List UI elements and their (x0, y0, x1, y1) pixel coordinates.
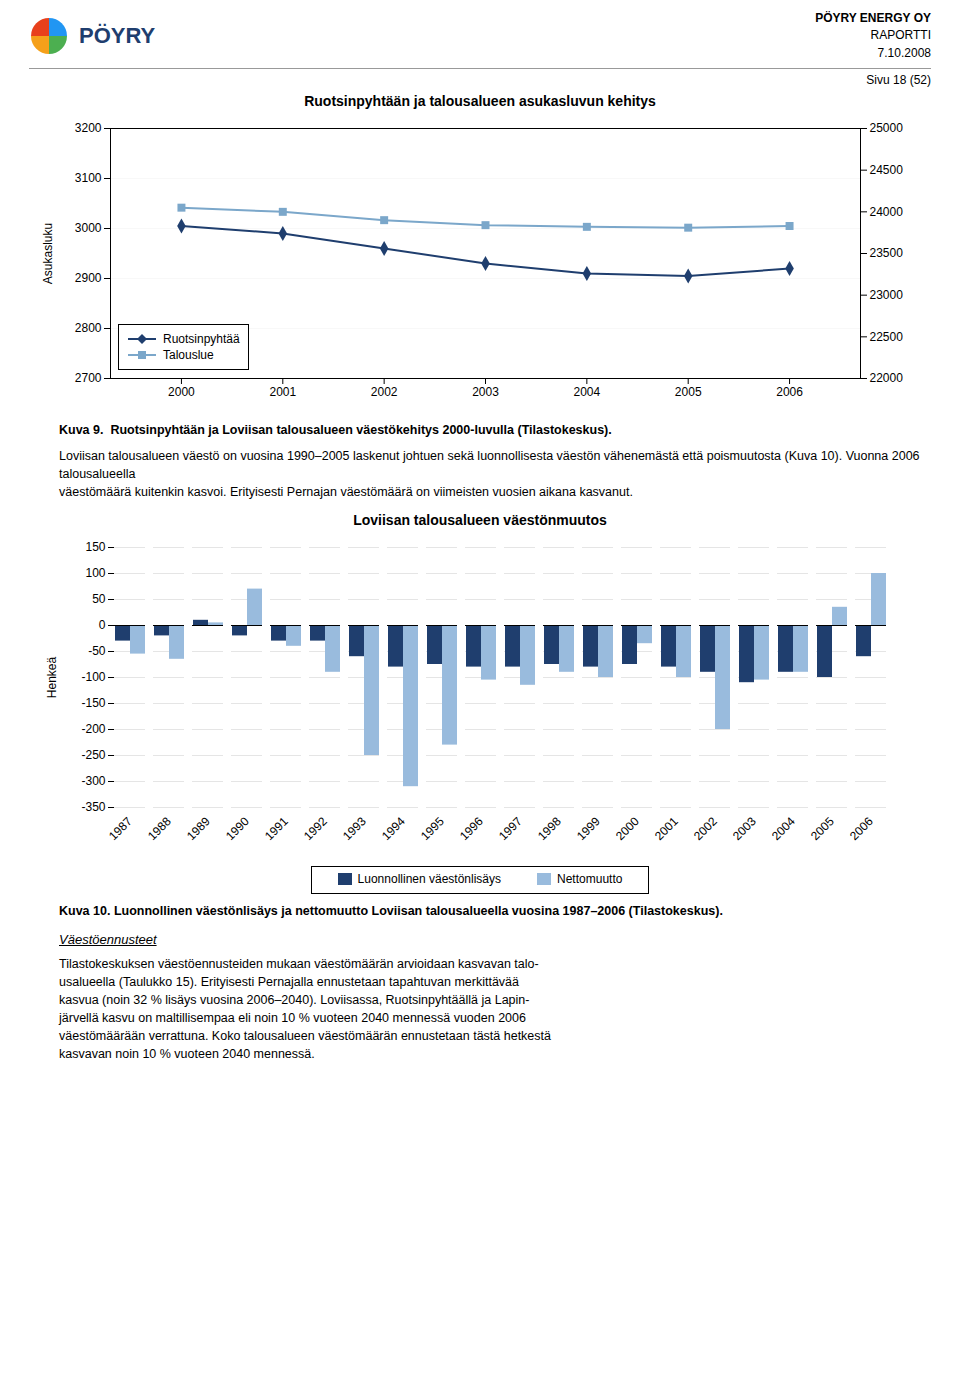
svg-text:1994: 1994 (379, 814, 408, 843)
html-text:Sivu 18 (52): Sivu 18 (52) (866, 73, 931, 88)
svg-text:22500: 22500 (870, 330, 904, 344)
html-text:Luonnollinen väestönlisäys: Luonnollinen väestönlisäys (357, 871, 501, 886)
svg-text:2700: 2700 (75, 372, 102, 386)
svg-text:3100: 3100 (75, 172, 102, 186)
svg-text:-250: -250 (81, 748, 105, 762)
svg-text:-300: -300 (81, 774, 105, 788)
svg-text:1996: 1996 (457, 814, 486, 843)
svg-text:1995: 1995 (418, 814, 447, 843)
html-text:Tilastokeskuksen väestöennuste: Tilastokeskuksen väestöennusteiden mukaa… (59, 956, 539, 971)
html-text:usalueella (Taulukko 15). Erit: usalueella (Taulukko 15). Erityisesti Pe… (59, 974, 519, 989)
svg-text:1987: 1987 (106, 814, 135, 843)
svg-text:3200: 3200 (75, 122, 102, 136)
html-text:Loviisan talousalueen väestönm: Loviisan talousalueen väestönmuutos (353, 511, 607, 528)
html-text:Loviisan talousalueen väestö o: Loviisan talousalueen väestö on vuosina … (59, 449, 920, 482)
html-text:kasvavan noin 10 % vuoteen 204: kasvavan noin 10 % vuoteen 2040 mennessä… (59, 1047, 315, 1062)
svg-text:1999: 1999 (574, 814, 603, 843)
html-text:kasvua (noin 32 % lisäys vuosi: kasvua (noin 32 % lisäys vuosina 2006–20… (59, 992, 530, 1007)
svg-text:2000: 2000 (168, 385, 195, 399)
svg-text:24500: 24500 (870, 163, 904, 177)
svg-text:1991: 1991 (262, 814, 291, 843)
svg-text:150: 150 (85, 540, 105, 554)
svg-text:1992: 1992 (301, 814, 330, 843)
html-text:Talouslue: Talouslue (163, 348, 214, 363)
svg-text:2800: 2800 (75, 322, 102, 336)
svg-text:2001: 2001 (269, 385, 296, 399)
html-text:7.10.2008: 7.10.2008 (877, 45, 931, 60)
svg-text:24000: 24000 (870, 205, 904, 219)
svg-text:Asukasluku: Asukasluku (41, 223, 55, 284)
html-text:RAPORTTI: RAPORTTI (870, 28, 931, 43)
svg-text:1993: 1993 (340, 814, 369, 843)
svg-text:2006: 2006 (847, 814, 876, 843)
svg-text:1998: 1998 (535, 814, 564, 843)
svg-text:2001: 2001 (652, 814, 681, 843)
svg-text:23000: 23000 (870, 288, 904, 302)
html-text:väestömäärään verrattuna. Koko: väestömäärään verrattuna. Koko talousalu… (59, 1029, 551, 1043)
svg-text:2003: 2003 (472, 385, 499, 399)
svg-text:-50: -50 (88, 644, 106, 658)
svg-text:1988: 1988 (145, 814, 174, 843)
svg-text:-100: -100 (81, 670, 105, 684)
svg-text:-200: -200 (81, 722, 105, 736)
svg-text:22000: 22000 (870, 372, 904, 386)
svg-text:25000: 25000 (870, 122, 904, 136)
svg-text:1990: 1990 (223, 814, 252, 843)
svg-text:1989: 1989 (184, 814, 213, 843)
svg-text:2002: 2002 (371, 385, 398, 399)
html-text:järvellä kasvu on maltillisemp: järvellä kasvu on maltillisempaa eli noi… (59, 1010, 526, 1025)
svg-text:100: 100 (85, 566, 105, 580)
svg-text:0: 0 (99, 618, 106, 632)
svg-text:2006: 2006 (776, 385, 803, 399)
svg-text:50: 50 (92, 592, 106, 606)
svg-text:-150: -150 (81, 696, 105, 710)
svg-text:2005: 2005 (675, 385, 702, 399)
html-text:Väestöennusteet: Väestöennusteet (59, 931, 157, 947)
svg-text:Henkeä: Henkeä (45, 656, 59, 698)
svg-text:2005: 2005 (808, 814, 837, 843)
html-text:PÖYRY: PÖYRY (79, 23, 156, 49)
html-text:väestömäärä kuitenkin kasvoi.: väestömäärä kuitenkin kasvoi. Erityisest… (59, 485, 633, 500)
html-text:Kuva 9. Ruotsinpyhtään ja Lovi: Kuva 9. Ruotsinpyhtään ja Loviisan talou… (59, 423, 612, 438)
html-text:PÖYRY ENERGY OY: PÖYRY ENERGY OY (815, 11, 931, 25)
html-text:Ruotsinpyhtää: Ruotsinpyhtää (163, 332, 240, 347)
svg-text:2900: 2900 (75, 272, 102, 286)
html-text:Nettomuutto: Nettomuutto (557, 871, 623, 886)
svg-text:2000: 2000 (613, 814, 642, 843)
svg-text:2004: 2004 (769, 814, 798, 843)
svg-text:3000: 3000 (75, 222, 102, 236)
svg-text:-350: -350 (81, 800, 105, 814)
html-text:Kuva 10. Luonnollinen väestönl: Kuva 10. Luonnollinen väestönlisäys ja n… (59, 903, 723, 918)
svg-text:23500: 23500 (870, 247, 904, 261)
svg-text:1997: 1997 (496, 814, 525, 843)
svg-text:2004: 2004 (573, 385, 600, 399)
svg-text:2003: 2003 (730, 814, 759, 843)
svg-text:2002: 2002 (691, 814, 720, 843)
html-text:Ruotsinpyhtään ja talousalueen: Ruotsinpyhtään ja talousalueen asukasluv… (304, 93, 656, 110)
